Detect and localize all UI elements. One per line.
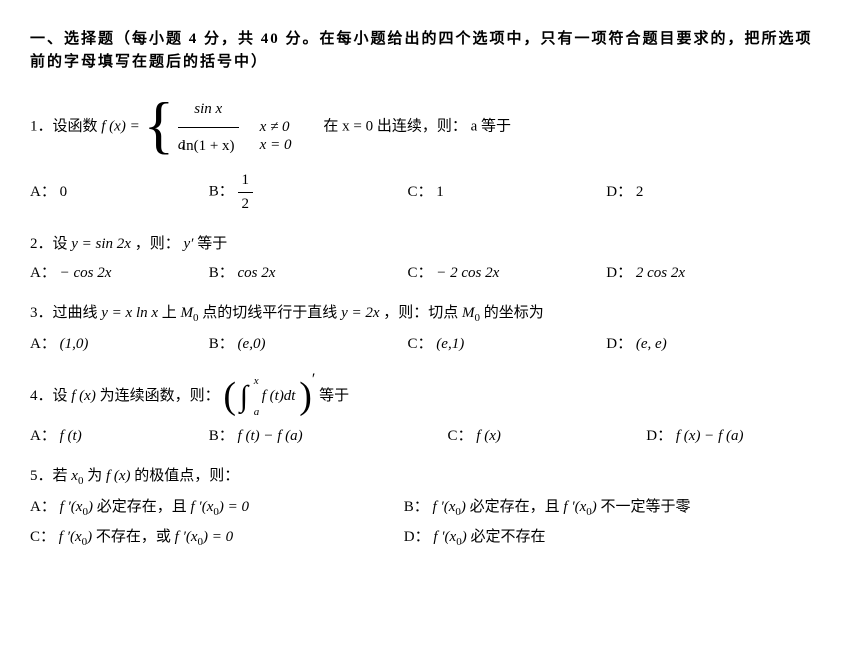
q3-mid1: 上: [162, 305, 181, 321]
q4-opt-d: D： f (x) − f (a): [646, 425, 743, 448]
q3-m0b: M0: [462, 305, 480, 321]
q5-post: 的极值点，则：: [134, 468, 239, 484]
q1-piecewise: { sin x ln(1 + x) x ≠ 0 a x = 0: [143, 91, 319, 163]
q3-options: A： (1,0) B： (e,0) C： (e,1) D： (e, e): [30, 333, 819, 356]
rparen: ): [299, 377, 312, 415]
q4-mid: 为连续函数，则：: [100, 388, 220, 404]
q5-opt-a: A： f ′(x0) 必定存在，且 f ′(x0) = 0: [30, 496, 400, 521]
q4-prime: ′: [312, 368, 316, 392]
q5-opt-d: D： f ′(x0) 必定不存在: [404, 526, 546, 551]
q1-frac-num: sin x: [178, 91, 239, 128]
q4-opt-b: B： f (t) − f (a): [209, 425, 444, 448]
q3-pre: 3．过曲线: [30, 305, 101, 321]
left-brace: {: [143, 93, 174, 157]
q5-x0: x0: [71, 468, 83, 484]
q2-eq: y = sin 2x: [71, 236, 131, 252]
q1-opt-d: D： 2: [606, 181, 643, 204]
q2-opt-c: C： − 2 cos 2x: [408, 262, 603, 285]
q4-post: 等于: [319, 388, 349, 404]
q1-post: 在 x = 0 出连续，则： a 等于: [323, 118, 511, 134]
q1-a: a: [178, 127, 256, 163]
q5-options-row2: C： f ′(x0) 不存在，或 f ′(x0) = 0 D： f ′(x0) …: [30, 526, 819, 551]
q4-opt-c: C： f (x): [448, 425, 643, 448]
q3-mid3: ，则：切点: [383, 305, 462, 321]
q2-mid: ，则：: [135, 236, 184, 252]
q3-post: 的坐标为: [484, 305, 544, 321]
int-lower: a: [254, 404, 260, 421]
q3-c1: y = x ln x: [101, 305, 158, 321]
q3-opt-d: D： (e, e): [606, 333, 666, 356]
q4-integral: ( ∫ax f (t)dt ): [223, 374, 312, 419]
q1-b-frac: 1 2: [238, 169, 254, 215]
q1-opt-c: C： 1: [408, 181, 603, 204]
q1-pre: 1．设函数: [30, 118, 101, 134]
lparen: (: [223, 377, 236, 415]
q3-opt-a: A： (1,0): [30, 333, 205, 356]
integral-sign: ∫ax: [240, 374, 248, 419]
q2-pre: 2．设: [30, 236, 71, 252]
q5-fx: f (x): [106, 468, 131, 484]
q1-options: A： 0 B： 1 2 C： 1 D： 2: [30, 169, 819, 215]
q1-b-den: 2: [238, 193, 254, 216]
question-5: 5．若 x0 为 f (x) 的极值点，则：: [30, 465, 819, 490]
q2-opt-d: D： 2 cos 2x: [606, 262, 685, 285]
q5-opt-c: C： f ′(x0) 不存在，或 f ′(x0) = 0: [30, 526, 400, 551]
q3-c2: y = 2x: [341, 305, 379, 321]
q2-post: 等于: [197, 236, 227, 252]
question-2: 2．设 y = sin 2x ，则： y′ 等于: [30, 233, 819, 256]
q5-pre: 5．若: [30, 468, 71, 484]
q1-opt-a: A： 0: [30, 181, 205, 204]
int-upper: x: [254, 373, 259, 390]
q4-opt-a: A： f (t): [30, 425, 205, 448]
q2-opt-b: B： cos 2x: [209, 262, 404, 285]
q3-m0: M0: [181, 305, 199, 321]
q4-options: A： f (t) B： f (t) − f (a) C： f (x) D： f …: [30, 425, 819, 448]
q5-options-row1: A： f ′(x0) 必定存在，且 f ′(x0) = 0 B： f ′(x0)…: [30, 496, 819, 521]
q1-opt-b: B： 1 2: [209, 169, 404, 215]
q3-opt-c: C： (e,1): [408, 333, 603, 356]
q5-mid1: 为: [87, 468, 106, 484]
section-header: 一、选择题（每小题 4 分，共 40 分。在每小题给出的四个选项中，只有一项符合…: [30, 28, 819, 73]
q5-opt-b: B： f ′(x0) 必定存在，且 f ′(x0) 不一定等于零: [404, 496, 691, 521]
q2-yp: y′: [183, 236, 193, 252]
q4-ft: f (t)dt: [262, 388, 296, 404]
q3-opt-b: B： (e,0): [209, 333, 404, 356]
q1-b-pre: B：: [209, 183, 238, 199]
q3-mid2: 点的切线平行于直线: [202, 305, 341, 321]
question-3: 3．过曲线 y = x ln x 上 M0 点的切线平行于直线 y = 2x ，…: [30, 302, 819, 327]
q2-opt-a: A： − cos 2x: [30, 262, 205, 285]
q4-fx: f (x): [71, 388, 96, 404]
q1-fx: f (x) =: [101, 118, 143, 134]
question-1: 1．设函数 f (x) = { sin x ln(1 + x) x ≠ 0 a …: [30, 91, 819, 163]
question-4: 4．设 f (x) 为连续函数，则： ( ∫ax f (t)dt ) ′ 等于: [30, 374, 819, 419]
q1-cond2: x = 0: [260, 127, 320, 163]
q2-options: A： − cos 2x B： cos 2x C： − 2 cos 2x D： 2…: [30, 262, 819, 285]
q1-b-num: 1: [238, 169, 254, 193]
q4-pre: 4．设: [30, 388, 71, 404]
